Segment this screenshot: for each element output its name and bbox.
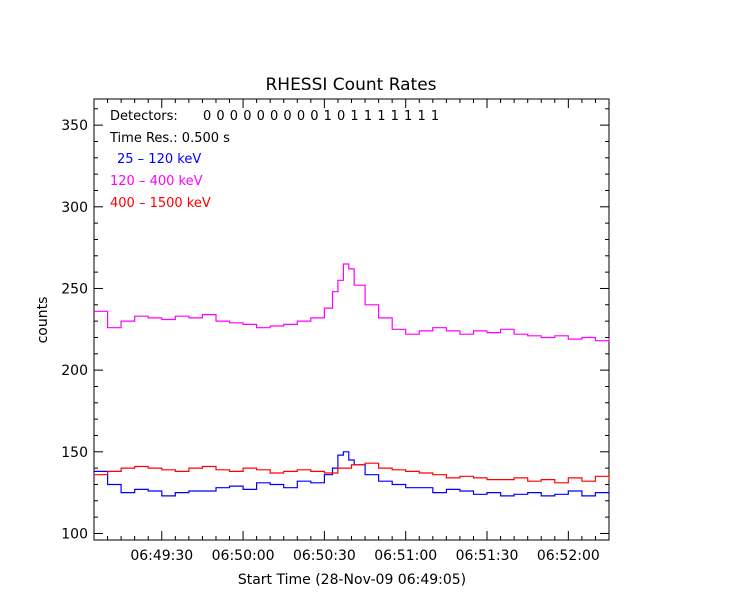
y-tick-label-3: 250: [61, 281, 88, 297]
x-tick-label-2: 06:50:30: [293, 548, 356, 564]
x-tick-label-4: 06:51:30: [456, 548, 519, 564]
chart-title: RHESSI Count Rates: [265, 75, 436, 95]
x-tick-label-1: 06:50:00: [212, 548, 275, 564]
x-tick-label-5: 06:52:00: [537, 548, 600, 564]
x-axis-label: Start Time (28-Nov-09 06:49:05): [238, 572, 466, 588]
legend-entry-series-1: 120 – 400 keV: [110, 174, 203, 189]
series-line-1: [94, 263, 610, 342]
y-tick-label-2: 200: [61, 363, 88, 379]
detectors-flags: 0 0 0 0 0 0 0 0 0 1 0 1 1 1 1 1 1 1: [203, 109, 439, 124]
y-tick-label-5: 350: [61, 118, 88, 134]
detectors-label: Detectors:: [110, 109, 178, 124]
series-line-2: [94, 462, 610, 484]
x-tick-label-3: 06:51:00: [374, 548, 437, 564]
series-line-0: [94, 451, 610, 497]
y-tick-label-1: 150: [61, 445, 88, 461]
x-tick-label-0: 06:49:30: [130, 548, 193, 564]
legend-entry-series-0: 25 – 120 keV: [117, 152, 201, 167]
legend: Detectors: 0 0 0 0 0 0 0 0 0 1 0 1 1 1 1…: [109, 109, 439, 211]
y-tick-label-0: 100: [61, 526, 88, 542]
y-axis-label: counts: [35, 297, 51, 344]
legend-entry-series-2: 400 – 1500 keV: [110, 196, 211, 211]
time-resolution: Time Res.: 0.500 s: [109, 131, 230, 146]
y-tick-label-4: 300: [61, 200, 88, 216]
